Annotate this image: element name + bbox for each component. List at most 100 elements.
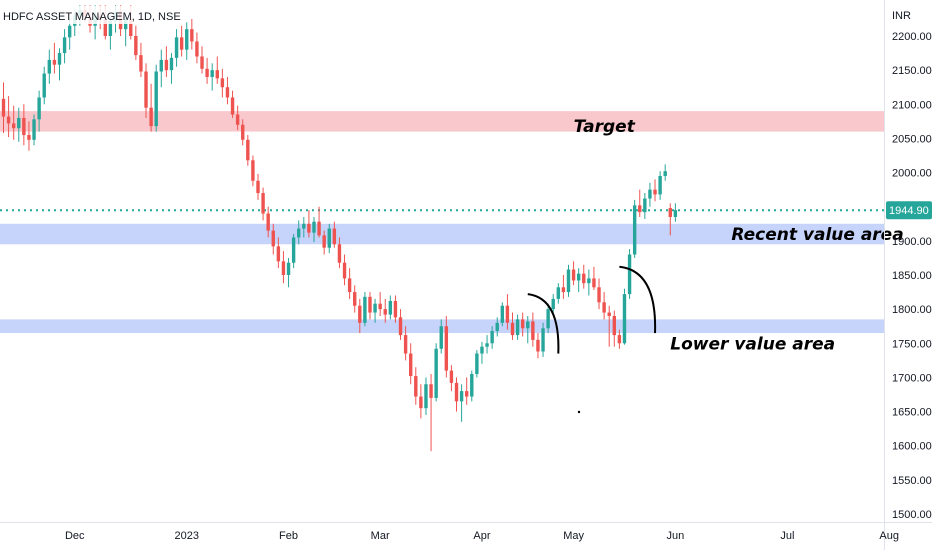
- candle-body: [261, 193, 265, 214]
- candle-body: [17, 117, 21, 129]
- candle-body: [241, 124, 245, 140]
- candle: [307, 210, 311, 238]
- candle: [322, 230, 326, 255]
- candle: [571, 261, 576, 286]
- candle: [6, 96, 11, 138]
- candle: [149, 83, 153, 132]
- candle: [179, 25, 184, 57]
- candle-body: [439, 326, 443, 349]
- candle: [429, 374, 433, 452]
- candle: [276, 237, 281, 269]
- last-price-label: 1944.90: [889, 205, 929, 217]
- candle-body: [648, 189, 652, 199]
- candle: [470, 370, 474, 402]
- candle-body: [129, 18, 133, 36]
- candle-body: [475, 353, 479, 375]
- candle-body: [663, 171, 667, 176]
- candle-body: [215, 70, 219, 79]
- x-tick-label: Apr: [473, 530, 490, 542]
- x-tick-label: Aug: [879, 530, 899, 542]
- candle: [195, 32, 199, 64]
- candle-body: [353, 292, 357, 306]
- candle-body: [200, 56, 204, 69]
- candle-body: [566, 269, 571, 293]
- candle: [337, 237, 342, 269]
- candle-body: [505, 305, 510, 323]
- candle: [205, 57, 209, 84]
- candle-body: [424, 384, 428, 409]
- candle: [495, 317, 499, 337]
- candle: [134, 25, 138, 60]
- x-tick-label: Jun: [667, 530, 685, 542]
- candle: [526, 315, 530, 344]
- candle-body: [235, 114, 240, 125]
- y-tick-label: 1600.00: [892, 441, 932, 453]
- candle-body: [57, 53, 62, 65]
- y-tick-label: 2000.00: [892, 168, 932, 180]
- candle: [444, 315, 449, 378]
- candle: [388, 295, 393, 320]
- candle: [154, 64, 158, 132]
- candle-body: [327, 228, 331, 248]
- annotation-1: Recent value area: [731, 225, 903, 245]
- candle: [302, 216, 306, 238]
- candle-body: [62, 37, 67, 54]
- candle-body: [490, 330, 494, 344]
- candle-body: [11, 123, 16, 129]
- candle-body: [398, 317, 403, 336]
- candle: [220, 68, 225, 98]
- candle-body: [246, 139, 250, 161]
- candle-body: [286, 262, 291, 275]
- candle-body: [653, 189, 657, 195]
- candle-body: [429, 384, 433, 398]
- candle-body: [307, 223, 311, 233]
- candle: [515, 314, 520, 340]
- candle-body: [592, 278, 596, 288]
- y-tick-label: 2050.00: [892, 133, 932, 145]
- candle: [607, 305, 611, 347]
- candle-body: [551, 298, 555, 310]
- candle: [144, 63, 148, 118]
- candle-body: [358, 305, 362, 323]
- candle: [643, 193, 647, 220]
- candle-body: [67, 25, 72, 38]
- candle: [169, 53, 174, 84]
- candle-body: [205, 68, 209, 77]
- candle-body: [154, 71, 158, 127]
- candle-body: [531, 321, 535, 340]
- candle-body: [302, 223, 306, 229]
- candle: [632, 199, 637, 258]
- candle: [332, 221, 337, 248]
- annotation-2: Lower value area: [670, 334, 835, 354]
- candle-body: [510, 322, 515, 336]
- candle: [617, 329, 622, 349]
- candle: [475, 350, 479, 378]
- candle-body: [32, 119, 36, 140]
- candle-body: [520, 319, 525, 329]
- candle-body: [414, 376, 418, 397]
- candle: [556, 283, 561, 304]
- candle-body: [251, 160, 255, 181]
- candle: [658, 171, 662, 200]
- candle: [409, 343, 413, 385]
- candle-body: [495, 322, 499, 331]
- candle-body: [342, 262, 347, 279]
- candle: [347, 268, 352, 299]
- candle: [541, 322, 545, 357]
- candle: [17, 107, 21, 142]
- y-tick-label: 2150.00: [892, 65, 932, 77]
- currency-label: INR: [892, 10, 911, 22]
- candle: [22, 104, 26, 146]
- candle-body: [6, 116, 11, 124]
- annotations-layer: Target Recent value area Lower value area: [574, 117, 904, 354]
- candle: [398, 309, 403, 340]
- candle: [424, 377, 428, 415]
- candle: [230, 90, 235, 118]
- candle-body: [139, 55, 143, 72]
- candle: [490, 326, 494, 349]
- x-tick-label: Dec: [65, 530, 85, 542]
- candle-body: [123, 18, 128, 30]
- candle-body: [149, 107, 153, 127]
- candle: [210, 63, 214, 91]
